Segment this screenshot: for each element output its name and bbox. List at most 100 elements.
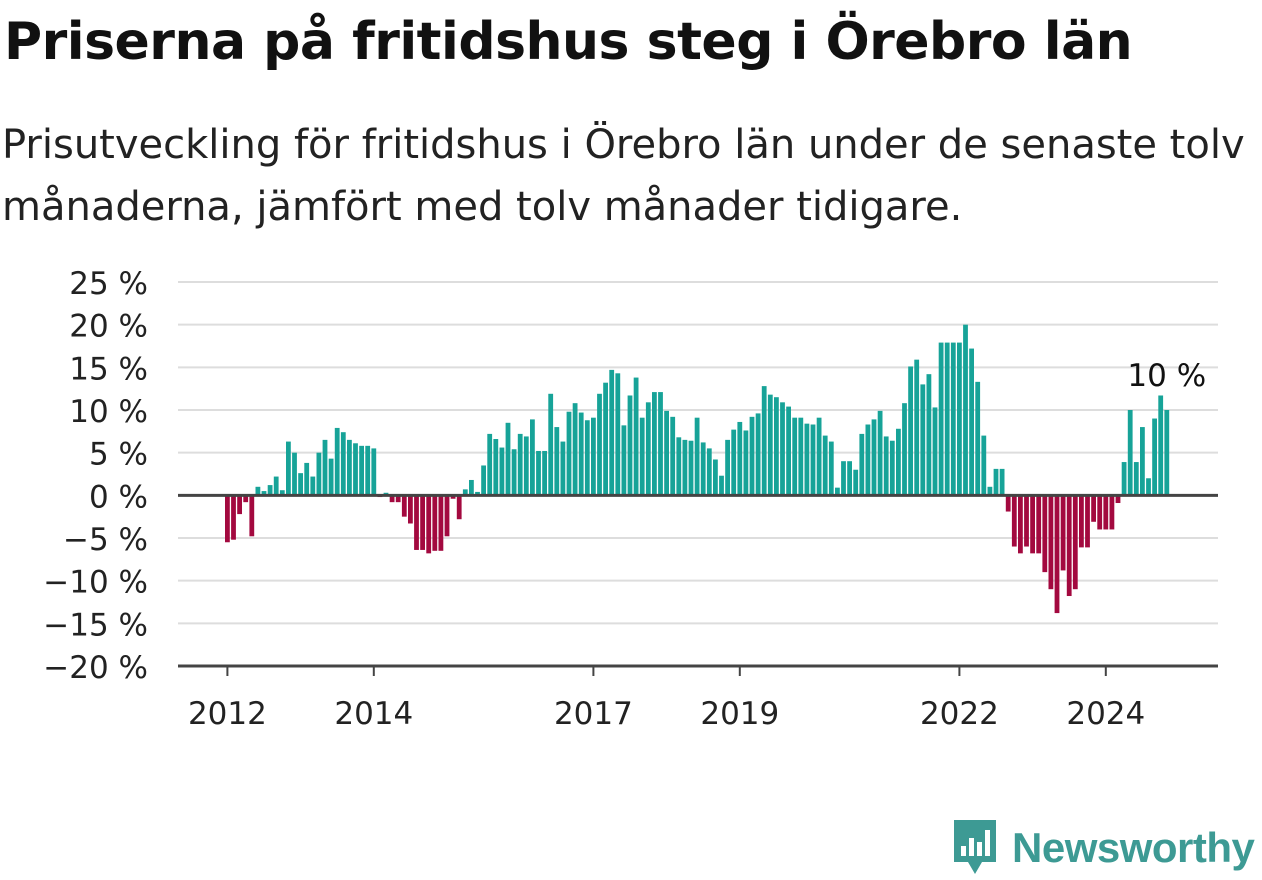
bar — [1005, 495, 1011, 512]
bar — [249, 495, 255, 537]
bar — [816, 417, 822, 496]
bar — [1024, 495, 1029, 547]
x-tick-label: 2024 — [1066, 696, 1145, 732]
bar — [298, 473, 303, 496]
x-tick-label: 2017 — [554, 696, 633, 732]
bar — [578, 412, 584, 496]
bar — [950, 342, 956, 496]
bar — [292, 452, 297, 496]
bar — [548, 393, 554, 496]
bar — [1121, 462, 1127, 496]
bar — [682, 439, 688, 496]
x-tick-label: 2022 — [920, 696, 999, 732]
bar — [932, 407, 938, 496]
y-tick-label: −20 % — [43, 650, 148, 686]
bar — [1140, 427, 1145, 496]
bar — [1103, 495, 1109, 530]
bar — [353, 443, 358, 496]
bar — [761, 386, 767, 496]
bar — [359, 445, 364, 496]
bar — [700, 442, 706, 496]
bar — [1127, 410, 1133, 496]
bar — [572, 403, 578, 496]
bar — [719, 475, 724, 496]
bar — [316, 452, 322, 496]
bar — [883, 436, 889, 496]
bar — [926, 374, 932, 496]
bar — [828, 441, 834, 496]
bar — [999, 468, 1005, 496]
bar — [889, 440, 895, 496]
bar — [749, 416, 755, 496]
bar — [469, 479, 474, 496]
bar — [273, 476, 279, 496]
bar — [1066, 495, 1072, 597]
bar — [426, 495, 432, 554]
bar — [841, 461, 846, 496]
bar — [1115, 495, 1121, 504]
bar — [822, 435, 828, 496]
bar — [670, 416, 676, 496]
bar — [810, 424, 816, 496]
bar — [1091, 495, 1096, 522]
bar — [1079, 495, 1084, 548]
x-tick-label: 2019 — [700, 696, 779, 732]
chart-title: Priserna på fritidshus steg i Örebro län — [4, 12, 1133, 72]
bar — [1164, 410, 1170, 496]
bar — [908, 366, 913, 496]
newsworthy-icon — [954, 820, 996, 874]
bar — [938, 342, 944, 496]
bar — [1109, 495, 1115, 530]
bar — [304, 462, 310, 496]
bar — [767, 394, 773, 496]
bar — [231, 495, 236, 540]
x-tick-label: 2014 — [334, 696, 413, 732]
bar — [652, 392, 657, 496]
bar — [774, 397, 779, 496]
bar — [530, 419, 535, 496]
bar — [853, 469, 859, 496]
bar — [609, 369, 615, 496]
bar — [1158, 395, 1164, 496]
bar — [261, 491, 267, 496]
bar — [334, 427, 340, 496]
y-tick-label: 10 % — [69, 394, 148, 430]
bar — [322, 439, 328, 496]
bar — [1048, 495, 1054, 590]
bar — [957, 342, 962, 496]
bar — [279, 490, 285, 496]
bar — [408, 495, 413, 524]
y-tick-label: −10 % — [43, 565, 148, 601]
bar — [340, 432, 346, 496]
bar — [804, 423, 810, 496]
bar — [597, 393, 602, 496]
brand-name: Newsworthy — [1012, 824, 1255, 871]
bar — [993, 468, 999, 496]
y-tick-label: 20 % — [69, 309, 148, 345]
bar — [286, 441, 291, 496]
bar — [694, 417, 700, 496]
bar — [395, 495, 401, 503]
bar — [523, 436, 529, 496]
bar — [713, 459, 718, 496]
bar — [871, 419, 877, 496]
bar — [456, 495, 462, 520]
bar — [487, 433, 493, 496]
bar — [475, 491, 480, 496]
bar — [731, 429, 737, 496]
bar — [371, 448, 377, 496]
bar — [1042, 495, 1048, 573]
bar — [847, 461, 852, 496]
bar — [536, 450, 541, 496]
bar — [645, 402, 651, 496]
bar — [450, 495, 456, 499]
bar — [975, 381, 981, 496]
bar — [1060, 495, 1066, 571]
bar — [1133, 462, 1139, 496]
bar — [365, 445, 371, 496]
bar — [225, 495, 230, 543]
bar — [987, 486, 993, 496]
bar — [1018, 495, 1023, 554]
bar — [584, 420, 590, 496]
